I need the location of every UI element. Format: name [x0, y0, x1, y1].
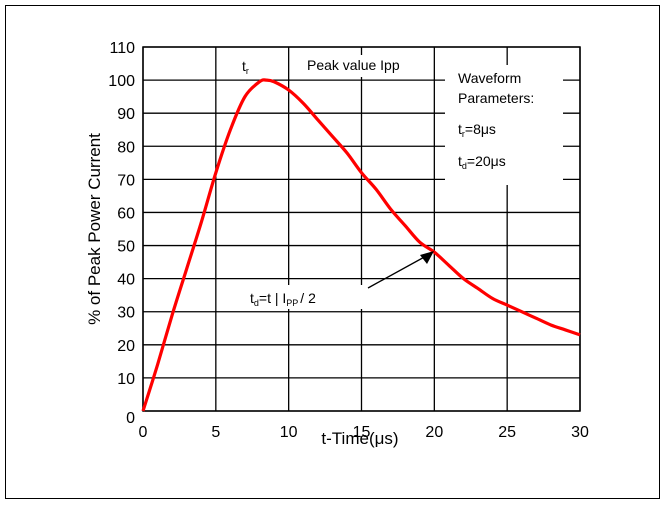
tr-label-bg — [234, 55, 262, 77]
y-axis-title: % of Peak Power Current — [85, 133, 104, 325]
y-tick-label: 60 — [117, 205, 135, 222]
tick-labels: 0 5 10 15 20 25 30 0 10 20 30 40 50 60 70 80 90 100 110 — [108, 40, 589, 441]
td-parameter: td=20μs — [458, 153, 506, 171]
y-tick-label: 20 — [117, 338, 135, 355]
y-tick-label: 80 — [117, 139, 135, 156]
tr-parameter: tr=8μs — [458, 121, 496, 139]
td-arrow-line — [367, 254, 429, 289]
y-tick-label: 0 — [126, 410, 135, 427]
y-tick-label: 100 — [108, 73, 135, 90]
tr-label: tr — [242, 58, 249, 76]
y-tick-label: 50 — [117, 239, 135, 256]
td-arrow-head — [420, 251, 434, 264]
y-tick-label: 110 — [109, 40, 135, 57]
peak-label-bg — [296, 55, 426, 77]
y-tick-label: 90 — [117, 106, 135, 123]
x-tick-label: 10 — [280, 424, 298, 441]
grid — [142, 46, 581, 412]
x-tick-label: 20 — [425, 424, 443, 441]
td-anno-bg — [246, 285, 372, 309]
x-tick-label: 25 — [498, 424, 516, 441]
peak-value-label: Peak value Ipp — [307, 57, 400, 73]
plot-border — [142, 46, 581, 412]
y-tick-label: 10 — [117, 371, 135, 388]
td-annotation: td=t | IPP/ 2 — [250, 290, 316, 308]
y-tick-label: 30 — [117, 305, 135, 322]
x-axis-title: t-Time(μs) — [321, 429, 398, 448]
x-tick-label: 0 — [139, 424, 148, 441]
current-waveform-line — [141, 78, 581, 412]
params-title-line1: Waveform — [458, 70, 521, 86]
x-tick-label: 30 — [571, 424, 589, 441]
params-title-line2: Parameters: — [458, 90, 534, 106]
params-box-bg — [445, 65, 563, 185]
y-tick-label: 40 — [117, 272, 135, 289]
x-tick-label: 5 — [211, 424, 220, 441]
curve-layer — [141, 78, 581, 412]
x-tick-label: 15 — [353, 424, 371, 441]
y-tick-label: 70 — [117, 172, 135, 189]
